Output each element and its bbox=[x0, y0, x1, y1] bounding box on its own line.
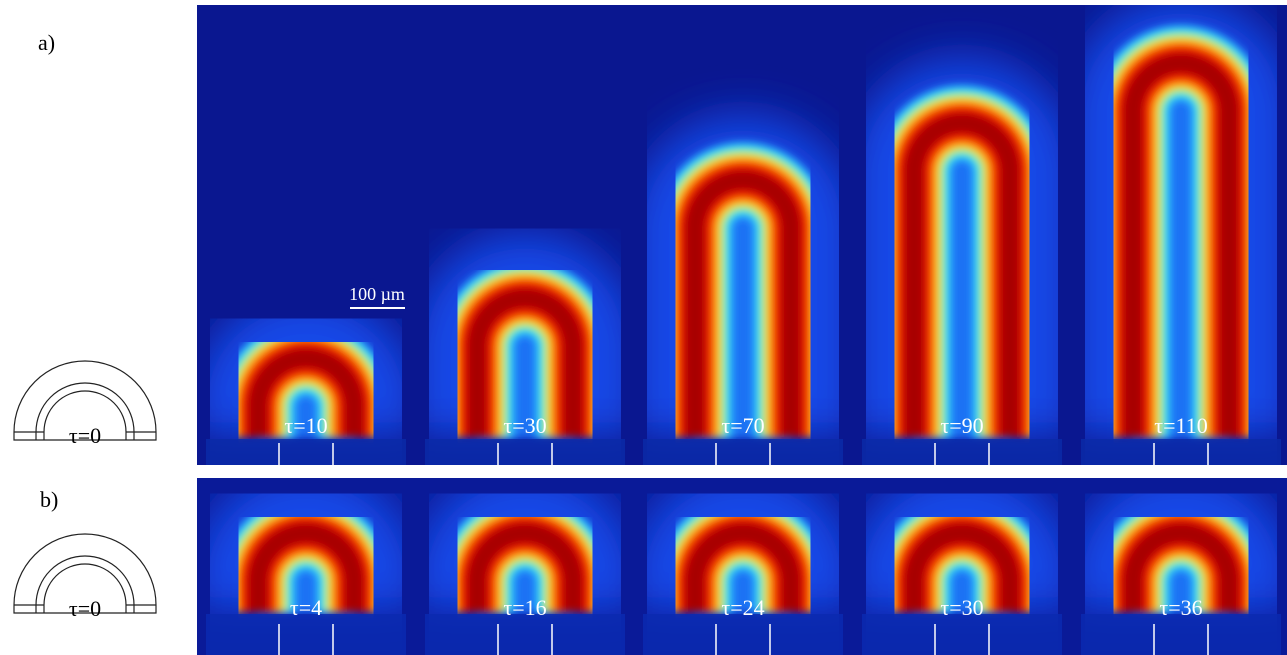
panel-b-image bbox=[197, 478, 1287, 655]
frame bbox=[425, 533, 625, 655]
scale-bar-label: 100 µm bbox=[349, 284, 405, 304]
panel-label: a) bbox=[38, 30, 55, 55]
time-label: τ=110 bbox=[1154, 413, 1207, 438]
time-label: τ=90 bbox=[940, 413, 983, 438]
panel-label: b) bbox=[40, 487, 58, 512]
time-label: τ=16 bbox=[503, 595, 546, 620]
frame bbox=[862, 123, 1062, 499]
frame bbox=[862, 533, 1062, 655]
initial-label: τ=0 bbox=[69, 423, 101, 448]
base-cut bbox=[643, 614, 843, 655]
time-label: τ=30 bbox=[940, 595, 983, 620]
base-cut bbox=[862, 614, 1062, 655]
base-cut bbox=[1081, 614, 1281, 655]
frame bbox=[1081, 533, 1281, 655]
frame bbox=[206, 533, 406, 655]
time-label: τ=24 bbox=[721, 595, 764, 620]
figure: a) b) τ=0 τ=0 τ=10 τ=30 τ=70 τ=90 τ=110 τ=4 τ=… bbox=[0, 0, 1287, 655]
base-cut bbox=[206, 614, 406, 655]
time-label: τ=36 bbox=[1159, 595, 1202, 620]
time-label: τ=10 bbox=[284, 413, 327, 438]
initial-label: τ=0 bbox=[69, 596, 101, 621]
time-label: τ=30 bbox=[503, 413, 546, 438]
page: {"panels": [ {"label": "a)", "initial_la… bbox=[0, 0, 1287, 655]
frame bbox=[643, 533, 843, 655]
base-cut bbox=[425, 614, 625, 655]
time-label: τ=4 bbox=[290, 595, 322, 620]
frame bbox=[425, 298, 625, 499]
time-label: τ=70 bbox=[721, 413, 764, 438]
frame bbox=[643, 180, 843, 499]
